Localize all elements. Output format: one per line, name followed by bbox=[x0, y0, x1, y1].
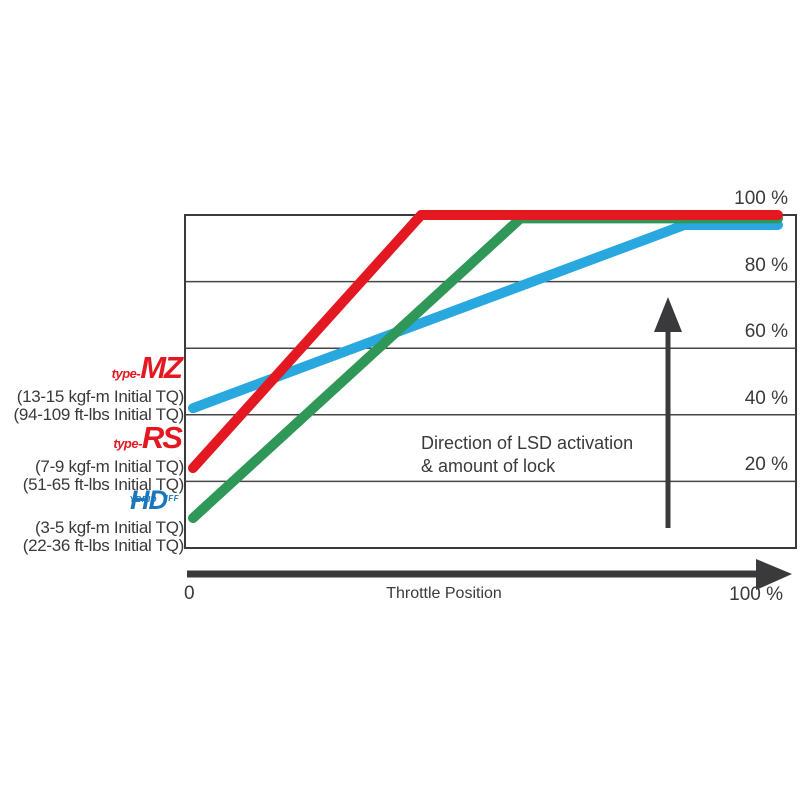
annotation-line-1: Direction of LSD activation bbox=[421, 433, 634, 453]
hd-logo-h: H bbox=[130, 485, 149, 515]
x-axis-start-label: 0 bbox=[184, 583, 195, 604]
legend-entry-type-rs: type-RS (7-9 kgf-m Initial TQ) (51-65 ft… bbox=[0, 420, 185, 494]
type-rs-logo: type-RS bbox=[0, 420, 184, 458]
legend-entry-hybrid-diff: HD YBRID IFF (3-5 kgf-m Initial TQ) (22-… bbox=[0, 486, 185, 555]
type-mz-logo-prefix: type- bbox=[111, 366, 141, 381]
direction-arrow-head bbox=[654, 297, 682, 332]
series-line-type-rs bbox=[188, 210, 783, 474]
y-tick-label-80: 80 % bbox=[744, 254, 788, 276]
type-rs-logo-prefix: type- bbox=[113, 436, 142, 451]
y-tick-label-20: 20 % bbox=[744, 454, 788, 476]
type-mz-torque-ftlbs: (94-109 ft-lbs Initial TQ) bbox=[13, 405, 185, 424]
hybrid-diff-logo: HD YBRID IFF bbox=[0, 486, 184, 519]
annotation-direction-of-lsd: Direction of LSD activation & amount of … bbox=[421, 432, 633, 478]
type-mz-logo: type-MZ bbox=[0, 350, 184, 388]
x-axis-arrow-head bbox=[756, 559, 792, 590]
x-axis-title: Throttle Position bbox=[386, 585, 502, 602]
y-tick-label-60: 60 % bbox=[744, 321, 788, 343]
hd-logo-d: D bbox=[148, 485, 168, 515]
hybrid-diff-torque-kgf: (3-5 kgf-m Initial TQ) bbox=[35, 518, 184, 537]
hd-logo-iff: IFF bbox=[165, 494, 179, 503]
type-rs-logo-main: RS bbox=[141, 420, 183, 455]
annotation-line-2: & amount of lock bbox=[421, 456, 556, 476]
y-tick-label-40: 40 % bbox=[744, 387, 788, 409]
series-line-type-mz bbox=[188, 219, 783, 414]
hybrid-diff-torque-ftlbs: (22-36 ft-lbs Initial TQ) bbox=[22, 536, 185, 555]
x-axis-end-label: 100 % bbox=[729, 584, 783, 605]
legend-entry-type-mz: type-MZ (13-15 kgf-m Initial TQ) (94-109… bbox=[0, 350, 185, 424]
type-mz-torque-kgf: (13-15 kgf-m Initial TQ) bbox=[16, 387, 185, 406]
type-mz-logo-main: MZ bbox=[140, 350, 183, 385]
type-rs-torque-kgf: (7-9 kgf-m Initial TQ) bbox=[35, 457, 184, 476]
hd-logo-ybrid: YBRID bbox=[129, 495, 157, 504]
type-rs-torque-ftlbs: (51-65 ft-lbs Initial TQ) bbox=[22, 475, 185, 494]
hybrid-diff-logo-mark: HD YBRID IFF bbox=[130, 486, 181, 519]
y-tick-label-100: 100 % bbox=[734, 188, 788, 209]
